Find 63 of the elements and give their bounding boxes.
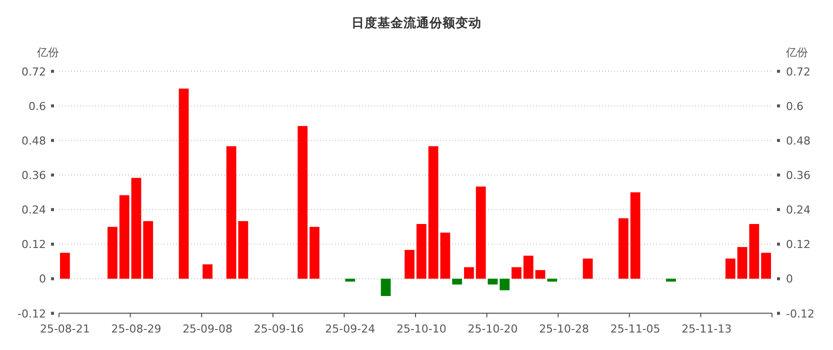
bar [119, 195, 130, 279]
bar [535, 270, 546, 279]
y-tick-label: 0.72 [22, 65, 46, 78]
bar [618, 218, 628, 279]
bar [345, 278, 356, 282]
bar [512, 267, 522, 279]
bar [452, 278, 462, 284]
y-tick-label: -0.12 [18, 307, 46, 320]
x-tick-label: 25-10-28 [539, 322, 590, 336]
bar [464, 267, 474, 279]
x-tick-label: 25-09-24 [325, 322, 376, 336]
bar [178, 88, 189, 279]
x-tick-label: 25-09-08 [182, 322, 233, 336]
y-tick-label: 0.12 [22, 238, 46, 252]
y-tick-label: 0.24 [22, 204, 46, 217]
x-tick-label: 25-10-20 [468, 322, 518, 336]
bar [725, 258, 736, 279]
x-tick-label: 25-09-16 [254, 322, 304, 336]
y-tick-label: 0.48 [22, 134, 46, 148]
y2-tick-label: 0.48 [786, 134, 810, 148]
y2-tick-label: 0.36 [786, 169, 810, 182]
x-tick-label: 25-08-29 [111, 322, 162, 336]
y-tick-label: 0 [39, 272, 46, 286]
y2-tick-label: 0.6 [786, 100, 804, 113]
x-tick-label: 25-10-10 [396, 322, 446, 336]
bar [582, 258, 593, 279]
bar [488, 278, 498, 284]
bar [428, 146, 438, 279]
bar [500, 278, 510, 290]
bar [143, 221, 154, 279]
bar [226, 146, 236, 279]
y2-tick-label: 0 [786, 272, 793, 286]
y2-tick-label: 0.24 [786, 204, 810, 217]
bar [60, 252, 70, 279]
bar [737, 247, 748, 279]
bar [666, 278, 676, 282]
bar [404, 250, 414, 279]
x-tick-label: 25-11-05 [610, 322, 660, 336]
y2-tick-label: -0.12 [786, 307, 814, 320]
y-tick-label: 0.36 [22, 169, 46, 182]
bar [749, 224, 760, 279]
y2-tick-label: 0.72 [786, 65, 810, 78]
bar [630, 192, 640, 279]
bar [108, 226, 118, 279]
bar [238, 221, 248, 279]
bar [298, 126, 308, 279]
bar [440, 232, 450, 279]
bar [416, 224, 426, 279]
bar [202, 264, 212, 279]
chart-title: 日度基金流通份额变动 [352, 15, 482, 30]
bar [523, 256, 534, 279]
x-tick-label: 25-11-13 [682, 322, 732, 336]
y-axis-title: 亿份 [36, 46, 59, 59]
bar [476, 186, 486, 279]
bar [761, 252, 771, 279]
bar [380, 278, 391, 296]
y2-tick-label: 0.12 [786, 238, 810, 252]
y2-axis-title: 亿份 [785, 46, 808, 59]
bar [131, 178, 142, 279]
y-tick-label: 0.6 [28, 100, 46, 113]
bar [310, 226, 320, 279]
bar [547, 278, 558, 282]
x-tick-label: 25-08-21 [40, 322, 90, 336]
